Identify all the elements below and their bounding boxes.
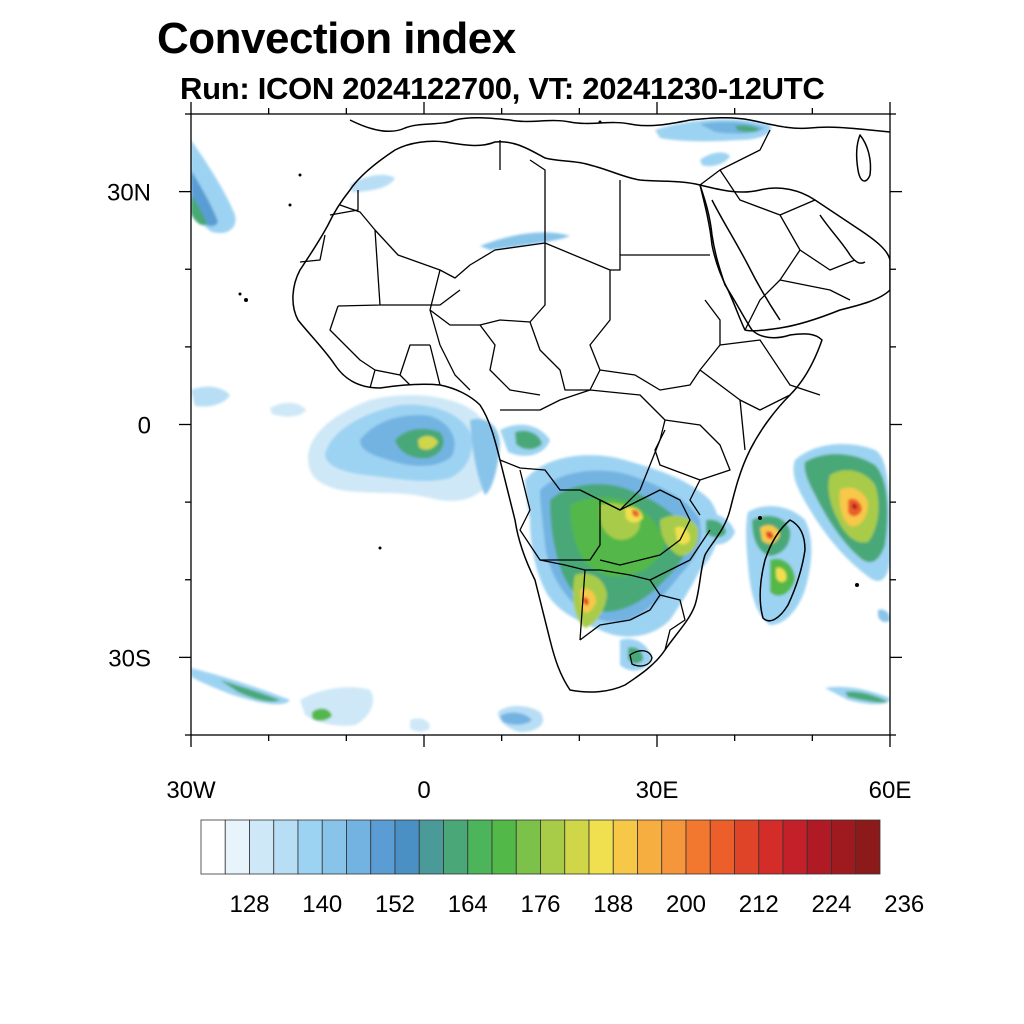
chart-subtitle: Run: ICON 2024122700, VT: 20241230-12UTC xyxy=(180,71,825,106)
arabia-coastline xyxy=(699,184,890,332)
border-sudan-chad xyxy=(589,254,721,391)
border-sahara-west xyxy=(299,190,461,307)
convection-cell-libya xyxy=(480,232,570,250)
border-libya-egypt xyxy=(499,140,621,271)
colorbar-label: 200 xyxy=(666,891,706,918)
country-borders xyxy=(299,129,856,667)
lat-tick-label: 30N xyxy=(107,180,151,207)
chart-title: Convection index xyxy=(157,14,516,63)
convection-cell-madagascar xyxy=(746,506,812,625)
colorbar-swatch xyxy=(685,819,711,875)
colorbar-swatch xyxy=(831,819,857,875)
convection-cell-gulf-west xyxy=(191,386,230,407)
red-sea-coastline xyxy=(711,199,781,321)
colorbar-swatch xyxy=(394,819,420,875)
colorbar-swatch xyxy=(467,819,493,875)
border-west-africa-coast xyxy=(329,305,441,389)
map-panel: 30N 0 30S 30W 0 30E 60E xyxy=(107,102,911,804)
convection-cell-south-atlantic xyxy=(191,668,544,732)
border-congo xyxy=(499,389,666,511)
lon-tick-label: 30E xyxy=(636,777,679,804)
map-background xyxy=(191,114,890,735)
colorbar-swatch xyxy=(612,819,638,875)
africa-coastline xyxy=(292,140,823,693)
colorbar-swatch xyxy=(806,819,832,875)
colorbar-swatch xyxy=(637,819,663,875)
island-mauritius xyxy=(855,583,859,587)
colorbar xyxy=(200,819,881,875)
colorbar-swatch xyxy=(540,819,566,875)
lat-tick-label: 30S xyxy=(108,645,151,672)
persian-gulf-coastline xyxy=(819,214,866,264)
colorbar-label: 140 xyxy=(302,891,342,918)
colorbar-swatch xyxy=(782,819,808,875)
colorbar-label: 212 xyxy=(739,891,779,918)
caspian-coastline xyxy=(855,134,872,182)
colorbar-swatch xyxy=(515,819,541,875)
colorbar-swatch xyxy=(855,819,881,875)
colorbar-label: 236 xyxy=(884,891,924,918)
convection-field xyxy=(191,119,890,732)
colorbar-swatch xyxy=(346,819,372,875)
axis-ticks xyxy=(179,102,902,747)
lat-tick-label: 0 xyxy=(138,413,151,440)
colorbar-swatch xyxy=(418,819,444,875)
colorbar-swatch xyxy=(200,819,226,875)
border-middle-east xyxy=(699,129,856,331)
border-angola-zambia xyxy=(519,469,691,566)
islands xyxy=(238,120,859,587)
coastlines xyxy=(292,116,890,693)
convection-cell-west-atlantic xyxy=(191,140,236,234)
lon-tick-label: 60E xyxy=(869,777,912,804)
europe-coastline xyxy=(349,116,890,133)
colorbar-label: 164 xyxy=(448,891,488,918)
island-canaries-2 xyxy=(288,203,292,207)
island-greece xyxy=(598,120,602,124)
colorbar-swatch xyxy=(564,819,590,875)
colorbar-label: 224 xyxy=(811,891,851,918)
convection-cell-central-africa xyxy=(500,424,735,671)
island-st-helena xyxy=(378,546,382,550)
colorbar-swatch xyxy=(297,819,323,875)
colorbar-swatch xyxy=(249,819,275,875)
axis-tick-labels: 30N 0 30S 30W 0 30E 60E xyxy=(107,180,911,804)
border-east-africa xyxy=(654,419,731,516)
colorbar-swatch xyxy=(321,819,347,875)
border-nigeria-cameroon xyxy=(429,309,601,396)
convection-cell-south-indian xyxy=(825,686,890,705)
lon-tick-label: 30W xyxy=(166,777,216,804)
island-cape-verde-2 xyxy=(238,292,242,296)
colorbar-labels: 128 140 152 164 176 188 200 212 224 236 xyxy=(229,891,924,918)
colorbar-swatch xyxy=(491,819,517,875)
colorbar-swatch xyxy=(661,819,687,875)
colorbar-swatch xyxy=(370,819,396,875)
colorbar-label: 152 xyxy=(375,891,415,918)
convection-cell-cyclone xyxy=(793,444,890,623)
border-mali-niger xyxy=(429,243,546,326)
colorbar-swatch xyxy=(224,819,250,875)
island-canaries xyxy=(298,173,302,177)
colorbar-label: 176 xyxy=(520,891,560,918)
island-cape-verde xyxy=(244,298,248,302)
colorbar-label: 128 xyxy=(229,891,269,918)
border-lesotho xyxy=(629,650,653,667)
colorbar-swatch xyxy=(588,819,614,875)
border-ethiopia-somalia xyxy=(699,339,821,451)
island-comoros xyxy=(758,516,762,520)
colorbar-label: 188 xyxy=(593,891,633,918)
lon-tick-label: 0 xyxy=(417,777,430,804)
colorbar-swatch xyxy=(443,819,469,875)
convection-cell-equatorial-atlantic xyxy=(270,395,500,501)
colorbar-swatch xyxy=(758,819,784,875)
colorbar-swatch xyxy=(273,819,299,875)
colorbar-swatch xyxy=(709,819,735,875)
colorbar-swatch xyxy=(734,819,760,875)
border-mozambique-zimbabwe xyxy=(649,529,711,651)
convection-cell-mediterranean xyxy=(350,119,771,192)
madagascar-coastline xyxy=(759,519,806,622)
